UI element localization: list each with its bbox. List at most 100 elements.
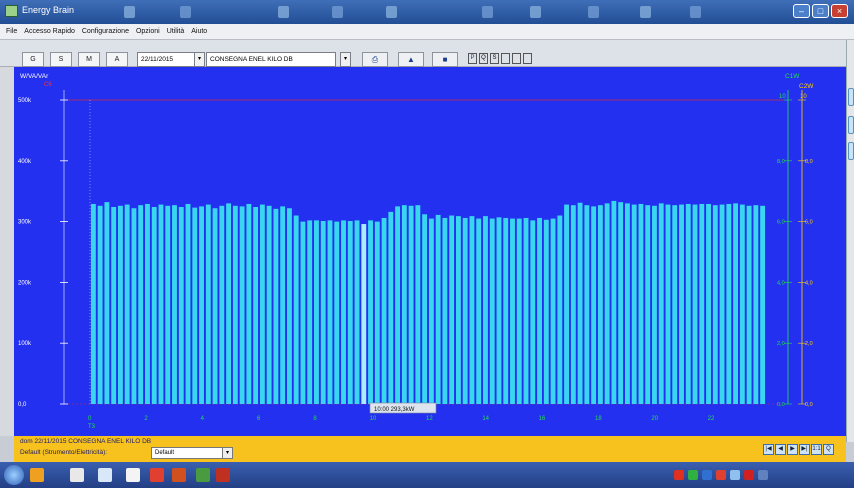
menu-opzioni[interactable]: Opzioni <box>135 28 160 35</box>
bar[interactable] <box>300 221 306 404</box>
bar[interactable] <box>199 206 204 404</box>
bar[interactable] <box>219 205 225 404</box>
bar[interactable] <box>645 205 651 404</box>
bar[interactable] <box>341 220 346 404</box>
bar[interactable] <box>449 215 455 404</box>
bar[interactable] <box>374 221 380 404</box>
bar[interactable] <box>293 215 299 404</box>
bar[interactable] <box>760 205 766 404</box>
bar[interactable] <box>543 219 549 404</box>
bar[interactable] <box>232 205 238 404</box>
bar[interactable] <box>266 205 272 404</box>
tray-icon[interactable] <box>744 470 754 480</box>
channel-dropdown-icon[interactable]: ▾ <box>340 52 351 67</box>
bar[interactable] <box>672 205 678 404</box>
bar[interactable] <box>388 211 394 404</box>
bar[interactable] <box>604 203 610 404</box>
bar[interactable] <box>205 204 211 404</box>
menu-utilita[interactable]: Utilità <box>166 28 185 35</box>
measure-orange-button[interactable] <box>523 53 532 64</box>
bar[interactable] <box>739 204 745 404</box>
bar[interactable] <box>104 202 110 404</box>
tray-icon[interactable] <box>758 470 768 480</box>
period-week-button[interactable]: S <box>50 52 72 67</box>
bar[interactable] <box>523 217 529 404</box>
date-field[interactable]: 22/11/2015 <box>137 52 195 67</box>
tray-icon[interactable] <box>730 470 740 480</box>
save-icon[interactable]: ■ <box>432 52 458 67</box>
tray-icon[interactable] <box>716 470 726 480</box>
bar[interactable] <box>151 207 157 404</box>
bar[interactable] <box>712 205 718 404</box>
bar[interactable] <box>577 202 583 404</box>
bar[interactable] <box>570 205 576 404</box>
bar[interactable] <box>611 200 617 404</box>
taskbar-app-icon[interactable] <box>98 468 112 482</box>
side-panel-button[interactable] <box>848 116 854 134</box>
print-icon[interactable]: ⎙ <box>362 52 388 67</box>
taskbar-app-icon[interactable] <box>172 468 186 482</box>
bar[interactable] <box>638 203 644 404</box>
minimize-icon[interactable]: – <box>793 4 810 18</box>
taskbar-app-icon[interactable] <box>70 468 84 482</box>
tray-icon[interactable] <box>688 470 698 480</box>
period-year-button[interactable]: A <box>106 52 128 67</box>
taskbar-app-icon[interactable] <box>126 468 140 482</box>
bar[interactable] <box>314 220 319 404</box>
bar[interactable] <box>138 205 144 404</box>
bar[interactable] <box>753 205 759 404</box>
menu-file[interactable]: File <box>6 28 18 35</box>
bar[interactable] <box>442 217 448 404</box>
bar[interactable] <box>658 203 664 404</box>
bar[interactable] <box>354 220 360 404</box>
measure-s-button[interactable]: S <box>490 53 499 64</box>
tray-icon[interactable] <box>702 470 712 480</box>
bar[interactable] <box>347 220 353 404</box>
bar[interactable] <box>469 216 475 404</box>
energy-chart[interactable]: 0,0 0,0 0,0 100k 2,0 2,0 200k 4,0 4,0 300k 6,0 6,0 4… <box>14 67 846 436</box>
bar[interactable] <box>631 204 637 404</box>
bar[interactable] <box>489 218 495 404</box>
bar[interactable] <box>584 205 590 404</box>
first-icon[interactable]: |◀ <box>763 444 774 455</box>
taskbar-app-icon[interactable] <box>150 468 164 482</box>
bar[interactable] <box>618 202 624 404</box>
bar[interactable] <box>719 204 725 404</box>
bar[interactable] <box>165 205 171 404</box>
bar[interactable] <box>557 215 563 404</box>
taskbar-app-icon[interactable] <box>216 468 230 482</box>
measure-q-button[interactable]: Q <box>479 53 488 64</box>
bar[interactable] <box>692 204 698 404</box>
export-icon[interactable]: ▲ <box>398 52 424 67</box>
bar[interactable] <box>530 220 536 404</box>
bar[interactable] <box>510 218 515 404</box>
maximize-icon[interactable]: □ <box>812 4 829 18</box>
last-icon[interactable]: ▶| <box>799 444 810 455</box>
bar[interactable] <box>652 205 657 404</box>
bar[interactable] <box>145 203 150 404</box>
bar[interactable] <box>746 205 752 404</box>
bar[interactable] <box>483 216 488 404</box>
tray-icon[interactable] <box>674 470 684 480</box>
bar[interactable] <box>280 206 286 404</box>
measure-red-button[interactable] <box>501 53 510 64</box>
bar[interactable] <box>435 214 441 404</box>
chart-area[interactable]: 0,0 0,0 0,0 100k 2,0 2,0 200k 4,0 4,0 300k 6,0 6,0 4… <box>14 67 846 436</box>
bar[interactable] <box>415 205 421 404</box>
bar[interactable] <box>550 218 556 404</box>
date-dropdown-icon[interactable]: ▾ <box>194 52 205 67</box>
zoom-reset-button[interactable]: 1:1 <box>811 444 822 455</box>
bar[interactable] <box>462 217 468 404</box>
bar[interactable] <box>172 205 177 404</box>
bar[interactable] <box>259 204 265 404</box>
bar[interactable] <box>273 208 279 404</box>
bar[interactable] <box>178 207 184 404</box>
bar[interactable] <box>90 203 96 404</box>
bar[interactable] <box>124 204 130 404</box>
bar[interactable] <box>401 205 407 404</box>
period-day-button[interactable]: G <box>22 52 44 67</box>
bar[interactable] <box>685 203 691 404</box>
bar[interactable] <box>516 218 522 404</box>
previous-icon[interactable]: ◀ <box>775 444 786 455</box>
default-dropdown-icon[interactable]: ▾ <box>222 447 233 459</box>
